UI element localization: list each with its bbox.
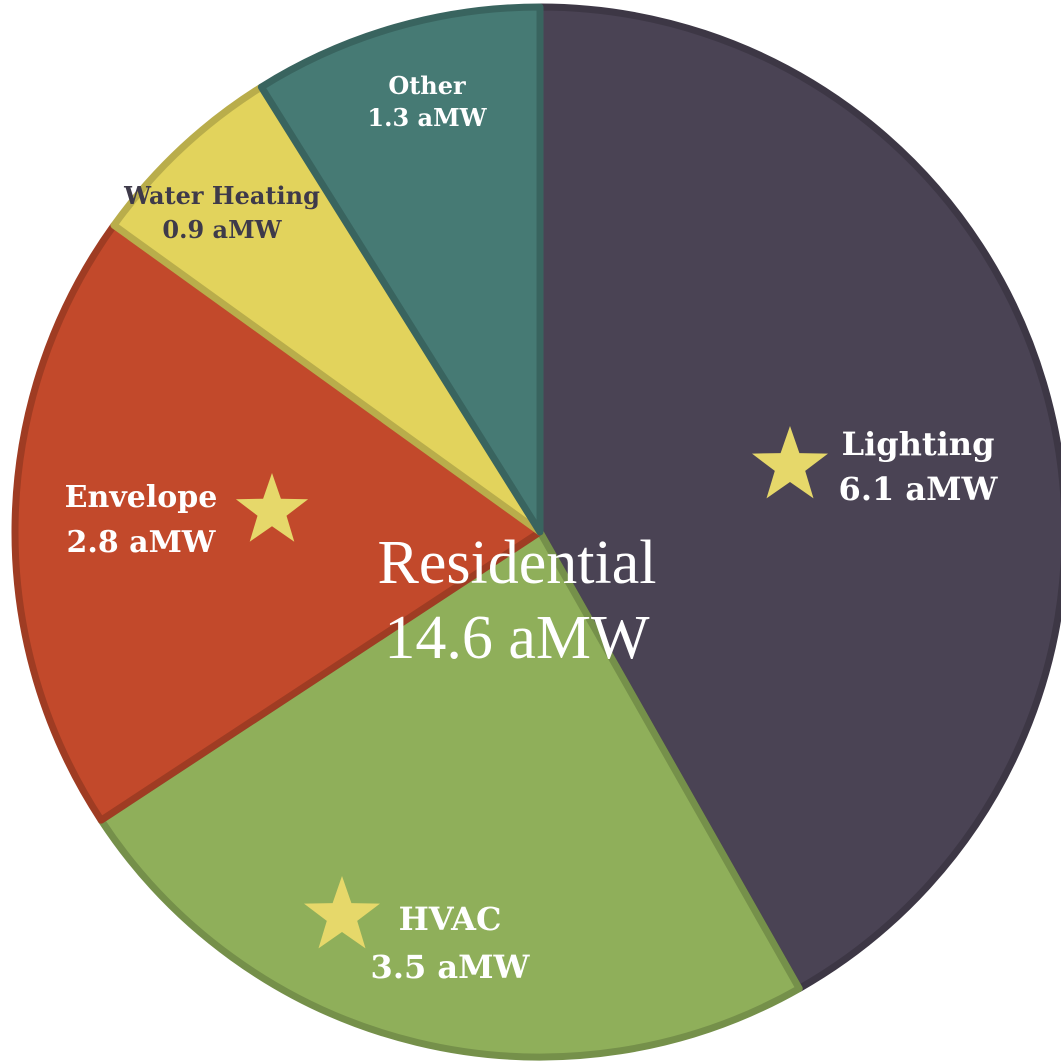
center-label-title: Residential — [378, 529, 657, 597]
slice-label-hvac: HVAC — [399, 900, 502, 938]
slice-value-envelope: 2.8 aMW — [67, 525, 217, 560]
center-label-group: Residential 14.6 aMW — [378, 529, 657, 672]
slice-label-other: Other — [388, 71, 466, 100]
center-label-total: 14.6 aMW — [384, 604, 650, 672]
pie-slice-hvac — [97, 528, 803, 1061]
slice-value-other: 1.3 aMW — [367, 103, 487, 132]
slice-value-hvac: 3.5 aMW — [371, 948, 531, 986]
star-icon-envelope — [235, 473, 309, 542]
pie-slice-lighting — [536, 3, 1061, 993]
star-group — [235, 426, 828, 949]
pie-slice-water-heating — [110, 83, 544, 536]
label-group: Lighting 6.1 aMW HVAC 3.5 aMW Envelope 2.8 aM… — [65, 71, 999, 986]
pie-slice-other — [257, 3, 544, 536]
slice-value-water-heating: 0.9 aMW — [162, 215, 282, 244]
slice-label-lighting: Lighting — [842, 425, 995, 463]
slice-label-envelope: Envelope — [65, 480, 218, 515]
star-icon-lighting — [752, 426, 828, 499]
slice-value-lighting: 6.1 aMW — [839, 470, 999, 508]
slice-label-water-heating: Water Heating — [123, 181, 320, 210]
slice-group — [11, 3, 1061, 1061]
star-icon-hvac — [304, 876, 380, 949]
